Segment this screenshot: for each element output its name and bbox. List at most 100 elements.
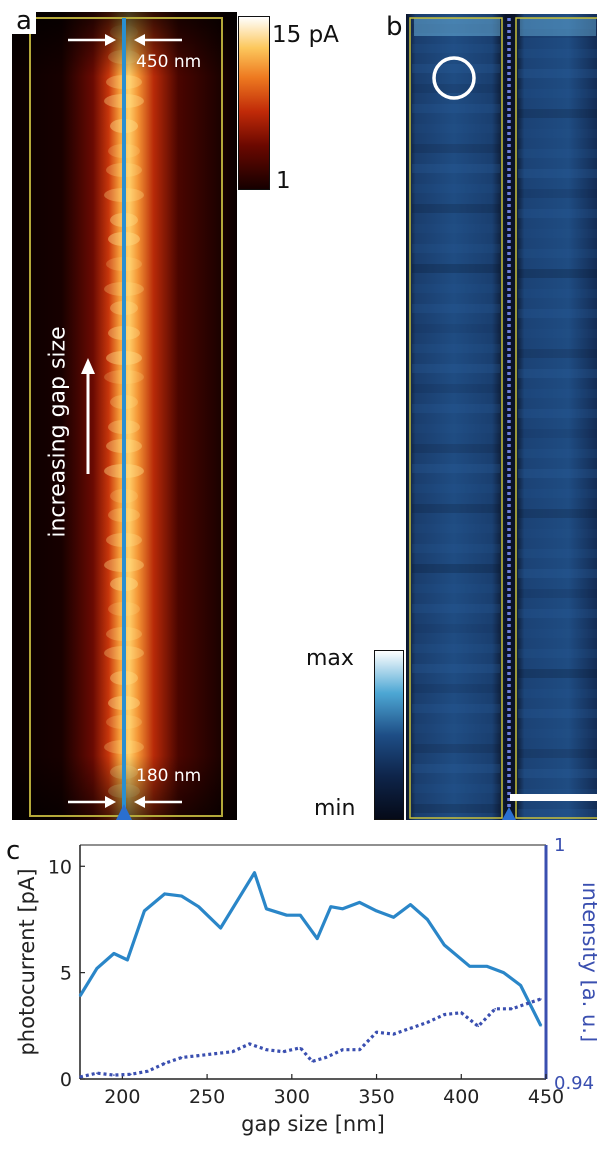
- photocurrent-point: [358, 901, 361, 904]
- photocurrent-point: [468, 965, 471, 968]
- photocurrent-point: [341, 908, 344, 910]
- intensity-point: [324, 1056, 327, 1059]
- intensity-point: [460, 1011, 463, 1014]
- gap-marker-bottom: [116, 804, 132, 820]
- gap-marker-bottom-b: [502, 807, 516, 820]
- intensity-point: [197, 1054, 200, 1057]
- photocurrent-point: [375, 910, 378, 912]
- photocurrent-point: [253, 871, 256, 874]
- y-axis-label-left: photocurrent [pA]: [15, 868, 39, 1055]
- intensity-point: [146, 1070, 149, 1072]
- x-tick-label: 400: [443, 1086, 479, 1108]
- arrow-left-bottom: [134, 796, 182, 808]
- photocurrent-point: [197, 905, 200, 908]
- photocurrent-point: [519, 984, 522, 987]
- arrow-up: [81, 358, 95, 474]
- intensity-point: [180, 1056, 183, 1059]
- panel-b: [406, 14, 597, 820]
- photocurrent-point: [180, 895, 183, 897]
- intensity-point: [375, 1031, 378, 1033]
- intensity-point: [130, 1073, 132, 1076]
- panel-a-letter: a: [12, 8, 36, 34]
- y-tick-label-left: 10: [48, 856, 72, 878]
- photocurrent-point: [126, 959, 129, 961]
- colorbar-b-max: max: [306, 646, 354, 671]
- spot-marker: [432, 56, 476, 100]
- intensity-point: [540, 998, 542, 1000]
- photocurrent-point: [392, 916, 395, 919]
- intensity-point: [443, 1013, 446, 1016]
- intensity-point: [392, 1033, 395, 1035]
- colorbar-b-min: min: [314, 796, 356, 821]
- photocurrent-point: [163, 893, 166, 895]
- intensity-point: [358, 1048, 361, 1051]
- intensity-point: [214, 1052, 217, 1055]
- colorbar-a-min: 1: [276, 168, 291, 194]
- gap-line: [122, 18, 126, 808]
- photocurrent-point: [329, 905, 332, 908]
- intensity-point: [341, 1048, 344, 1051]
- panel-a: a 450 nm 180 nm increasing gap size: [12, 8, 237, 820]
- photocurrent-point: [540, 1025, 542, 1027]
- intensity-point: [299, 1047, 302, 1049]
- colorbar-a-max: 15 pA: [272, 22, 339, 48]
- increasing-gap-label: increasing gap size: [45, 326, 71, 538]
- intensity-point: [311, 1060, 313, 1063]
- photocurrent-point: [409, 903, 412, 906]
- y-axis-label-right: intensity [a. u.]: [578, 882, 597, 1042]
- photocurrent-point: [299, 914, 302, 916]
- intensity-point: [409, 1027, 412, 1030]
- intensity-series-line: [79, 997, 542, 1079]
- panel-b-letter: b: [386, 12, 403, 42]
- photocurrent-point: [96, 967, 98, 970]
- photocurrent-point: [143, 910, 146, 912]
- intensity-point: [231, 1050, 234, 1053]
- chart-c: 200 250 300 350 400 450 0 5 10 0.94 1 c gap size [nm…: [6, 835, 597, 1136]
- photocurrent-point: [219, 927, 222, 929]
- panel-c-letter: c: [6, 836, 20, 866]
- photocurrent-point: [113, 952, 115, 955]
- photocurrent-point: [285, 914, 288, 916]
- intensity-point: [265, 1048, 268, 1051]
- bottom-gap-label: 180 nm: [136, 766, 202, 786]
- arrow-left-top: [134, 34, 182, 46]
- intensity-point: [113, 1074, 115, 1076]
- intensity-point: [163, 1062, 166, 1065]
- photocurrent-point: [79, 995, 81, 997]
- photocurrent-point: [426, 918, 429, 921]
- y-tick-label-left: 0: [60, 1069, 72, 1091]
- x-tick-label: 450: [528, 1086, 564, 1108]
- y-tick-label-left: 5: [60, 963, 72, 985]
- photocurrent-point: [265, 908, 268, 910]
- frame-right: [515, 17, 597, 819]
- scale-bar: [510, 794, 597, 801]
- intensity-point: [248, 1043, 251, 1045]
- colorbar-a: [238, 16, 270, 190]
- intensity-map: [406, 14, 597, 820]
- photocurrent-map: [12, 12, 237, 820]
- photocurrent-series-line: [78, 871, 543, 1027]
- x-tick-label: 350: [358, 1086, 394, 1108]
- intensity-point: [477, 1025, 480, 1028]
- photocurrent-point: [485, 965, 488, 968]
- intensity-point: [79, 1076, 81, 1078]
- intensity-point: [282, 1050, 285, 1053]
- x-tick-label: 250: [189, 1086, 225, 1108]
- y-tick-label-right: 0.94: [554, 1073, 594, 1094]
- x-tick-label: 300: [274, 1086, 310, 1108]
- photocurrent-point: [443, 944, 446, 946]
- arrow-right-bottom: [68, 796, 116, 808]
- intensity-bands: [412, 18, 597, 818]
- x-tick-label: 200: [104, 1086, 140, 1108]
- intensity-point: [96, 1072, 98, 1074]
- intensity-point: [528, 1002, 530, 1004]
- intensity-point: [494, 1008, 496, 1010]
- photocurrent-point: [502, 971, 505, 974]
- colorbar-b: [374, 650, 404, 820]
- photocurrent-point: [316, 937, 319, 940]
- intensity-point: [511, 1008, 513, 1010]
- arrow-right-top: [68, 34, 116, 46]
- y-tick-label-right: 1: [554, 835, 565, 856]
- top-gap-label: 450 nm: [136, 52, 202, 72]
- intensity-point: [426, 1021, 429, 1024]
